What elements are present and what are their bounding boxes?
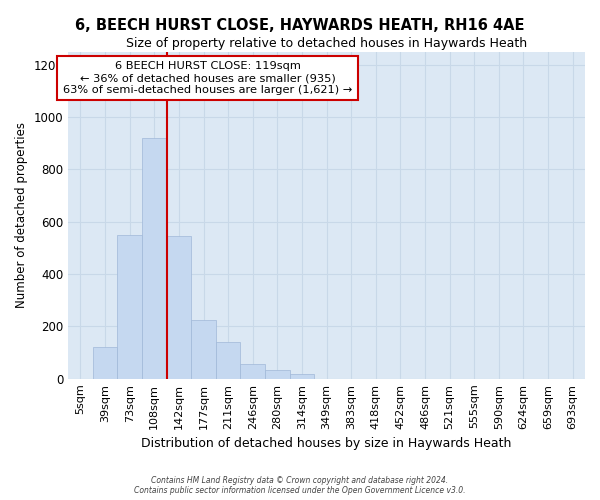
Y-axis label: Number of detached properties: Number of detached properties [15, 122, 28, 308]
Bar [216, 342, 241, 379]
Bar [142, 138, 167, 379]
Bar [290, 374, 314, 379]
Text: 6 BEECH HURST CLOSE: 119sqm
← 36% of detached houses are smaller (935)
63% of se: 6 BEECH HURST CLOSE: 119sqm ← 36% of det… [63, 62, 352, 94]
Bar [241, 364, 265, 379]
Bar [265, 370, 290, 379]
Text: Contains HM Land Registry data © Crown copyright and database right 2024.
Contai: Contains HM Land Registry data © Crown c… [134, 476, 466, 495]
Title: Size of property relative to detached houses in Haywards Heath: Size of property relative to detached ho… [126, 38, 527, 51]
Text: 6, BEECH HURST CLOSE, HAYWARDS HEATH, RH16 4AE: 6, BEECH HURST CLOSE, HAYWARDS HEATH, RH… [75, 18, 525, 32]
Bar [118, 235, 142, 379]
X-axis label: Distribution of detached houses by size in Haywards Heath: Distribution of detached houses by size … [142, 437, 512, 450]
Bar [93, 348, 118, 379]
Bar [167, 236, 191, 379]
Bar [191, 320, 216, 379]
